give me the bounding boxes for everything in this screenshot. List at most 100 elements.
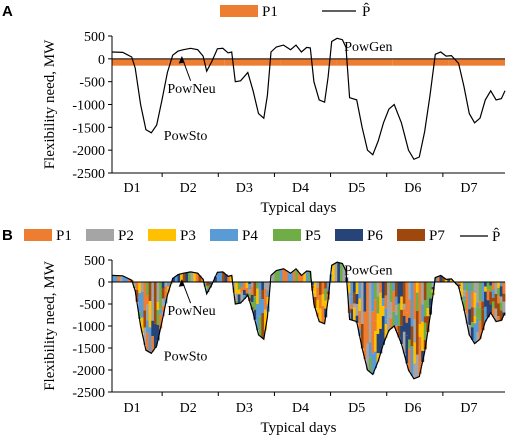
- panel-b-stack-seg: [363, 311, 367, 339]
- panel-b-stack-seg: [481, 301, 485, 310]
- panel-b-stack-seg: [235, 293, 239, 301]
- panel-b-stack-seg: [201, 278, 205, 282]
- panel-b-stack-seg: [153, 302, 157, 324]
- panel-b-stack-seg: [326, 282, 330, 286]
- panel-b-stack-seg: [476, 318, 480, 333]
- panel-b-stack-seg: [366, 311, 370, 344]
- panel-b-stack-seg: [353, 303, 357, 308]
- panel-b-xtick-label-1: D2: [180, 401, 197, 416]
- panel-b-stack-seg: [381, 282, 385, 299]
- panel-b-stack-seg: [360, 290, 364, 324]
- panel-b-stack-seg: [203, 283, 207, 286]
- panel-b-stack-seg: [379, 282, 383, 293]
- panel-b-stack-seg: [470, 282, 474, 292]
- panel-b-stack-seg: [497, 287, 501, 297]
- panel-b-stack-seg: [258, 282, 262, 296]
- panel-b-stack-seg: [423, 322, 427, 340]
- panel-b-stack-seg: [146, 282, 150, 296]
- panel-a-legend-label-phat: P̂: [362, 3, 370, 20]
- panel-b-stack-seg: [363, 282, 367, 312]
- panel-b-stack-seg: [463, 290, 467, 297]
- panel-b-stack-seg: [347, 282, 351, 293]
- panel-b-legend-label-p4: P4: [242, 228, 258, 244]
- panel-b-stack-seg: [368, 342, 372, 358]
- panel-b-stack-seg: [316, 282, 320, 288]
- panel-b-stack-seg: [408, 317, 412, 340]
- panel-b-stack-seg: [156, 324, 160, 341]
- panel-b-stack-seg: [119, 275, 123, 282]
- panel-b-stack-seg: [279, 269, 283, 282]
- panel-b-stack-seg: [248, 297, 252, 302]
- panel-b-stack-seg: [400, 296, 404, 310]
- panel-b-stack-seg: [180, 273, 184, 282]
- panel-b-stack-seg: [253, 282, 257, 297]
- panel-b-stack-seg: [198, 275, 202, 282]
- panel-a-xlabel: Typical days: [260, 200, 336, 216]
- panel-b-stack-seg: [476, 302, 480, 308]
- panel-b-stack-seg: [337, 262, 341, 282]
- panel-b-stack-seg: [284, 270, 288, 282]
- panel-b-stack-seg: [478, 282, 482, 302]
- panel-b-stack-seg: [413, 342, 417, 364]
- panel-b-stack-seg: [381, 316, 385, 332]
- panel-b-stack-seg: [355, 315, 359, 323]
- panel-b-stack-seg: [164, 295, 168, 299]
- panel-b-stack-seg: [245, 293, 249, 297]
- panel-b-stack-seg: [502, 293, 506, 302]
- panel-b-stack-seg: [389, 282, 393, 303]
- panel-b-stack-seg: [203, 282, 207, 284]
- panel-b-legend-label-p6: P6: [367, 228, 383, 244]
- panel-b-stack-seg: [389, 318, 393, 329]
- panel-b-stack-seg: [408, 299, 412, 318]
- panel-b-stack-seg: [235, 300, 239, 304]
- panel-b-stack-seg: [237, 289, 241, 295]
- panel-b-stack-seg: [127, 278, 131, 282]
- panel-b-stack-seg: [161, 288, 165, 299]
- panel-b-stack-seg: [206, 288, 210, 291]
- panel-b-stack-seg: [484, 291, 488, 307]
- panel-b-stack-seg: [405, 282, 409, 313]
- panel-b-stack-seg: [423, 282, 427, 301]
- panel-b-stack-seg: [484, 286, 488, 292]
- panel-b-stack-seg: [413, 319, 417, 343]
- panel-b-stack-seg: [368, 357, 372, 373]
- panel-b-stack-seg: [379, 328, 383, 354]
- panel-a-annot-powsto: PowSto: [164, 129, 208, 144]
- panel-b-stack-seg: [470, 322, 474, 328]
- panel-b-stack-seg: [497, 303, 501, 317]
- panel-b-stack-seg: [138, 311, 142, 319]
- panel-b-stack-seg: [405, 322, 409, 336]
- panel-b-stack-seg: [182, 273, 186, 282]
- panel-b-stack-seg: [497, 282, 501, 288]
- panel-b-stack-seg: [392, 311, 396, 327]
- panel-b-stack-seg: [164, 282, 168, 287]
- panel-b-stack-seg: [423, 300, 427, 317]
- panel-b-stack-seg: [463, 296, 467, 300]
- panel-b-stack-seg: [125, 277, 129, 282]
- panel-b-stack-seg: [143, 327, 147, 345]
- panel-b-stack-seg: [167, 285, 171, 287]
- panel-b-stack-seg: [132, 283, 136, 285]
- panel-b-series-phat: [111, 261, 506, 380]
- panel-b-stack-seg: [473, 316, 477, 324]
- panel-b-stack-seg: [195, 273, 199, 282]
- panel-b-stack-seg: [235, 282, 239, 294]
- panel-b-stack-seg: [481, 282, 485, 302]
- panel-b-stack-seg: [421, 350, 425, 363]
- panel-b-xtick-label-0: D1: [124, 401, 141, 416]
- panel-b-stack-seg: [140, 317, 144, 333]
- panel-a-ytick-label-4: -1500: [72, 121, 105, 136]
- panel-b-ytick-label-6: -2500: [72, 386, 105, 401]
- panel-b-stack-seg: [146, 320, 150, 333]
- panel-b-stack-seg: [371, 353, 375, 375]
- panel-b-stack-seg: [366, 282, 370, 312]
- panel-b-stack-seg: [444, 279, 448, 282]
- panel-b-stack-seg: [418, 282, 422, 325]
- panel-b-stack-seg: [263, 282, 267, 289]
- panel-b-stack-seg: [476, 282, 480, 303]
- panel-b-stack-seg: [256, 288, 260, 299]
- panel-b-stack-seg: [394, 282, 398, 297]
- panel-b-stack-seg: [405, 312, 409, 323]
- panel-b-stack-seg: [457, 284, 461, 287]
- panel-a-letter: A: [2, 3, 13, 20]
